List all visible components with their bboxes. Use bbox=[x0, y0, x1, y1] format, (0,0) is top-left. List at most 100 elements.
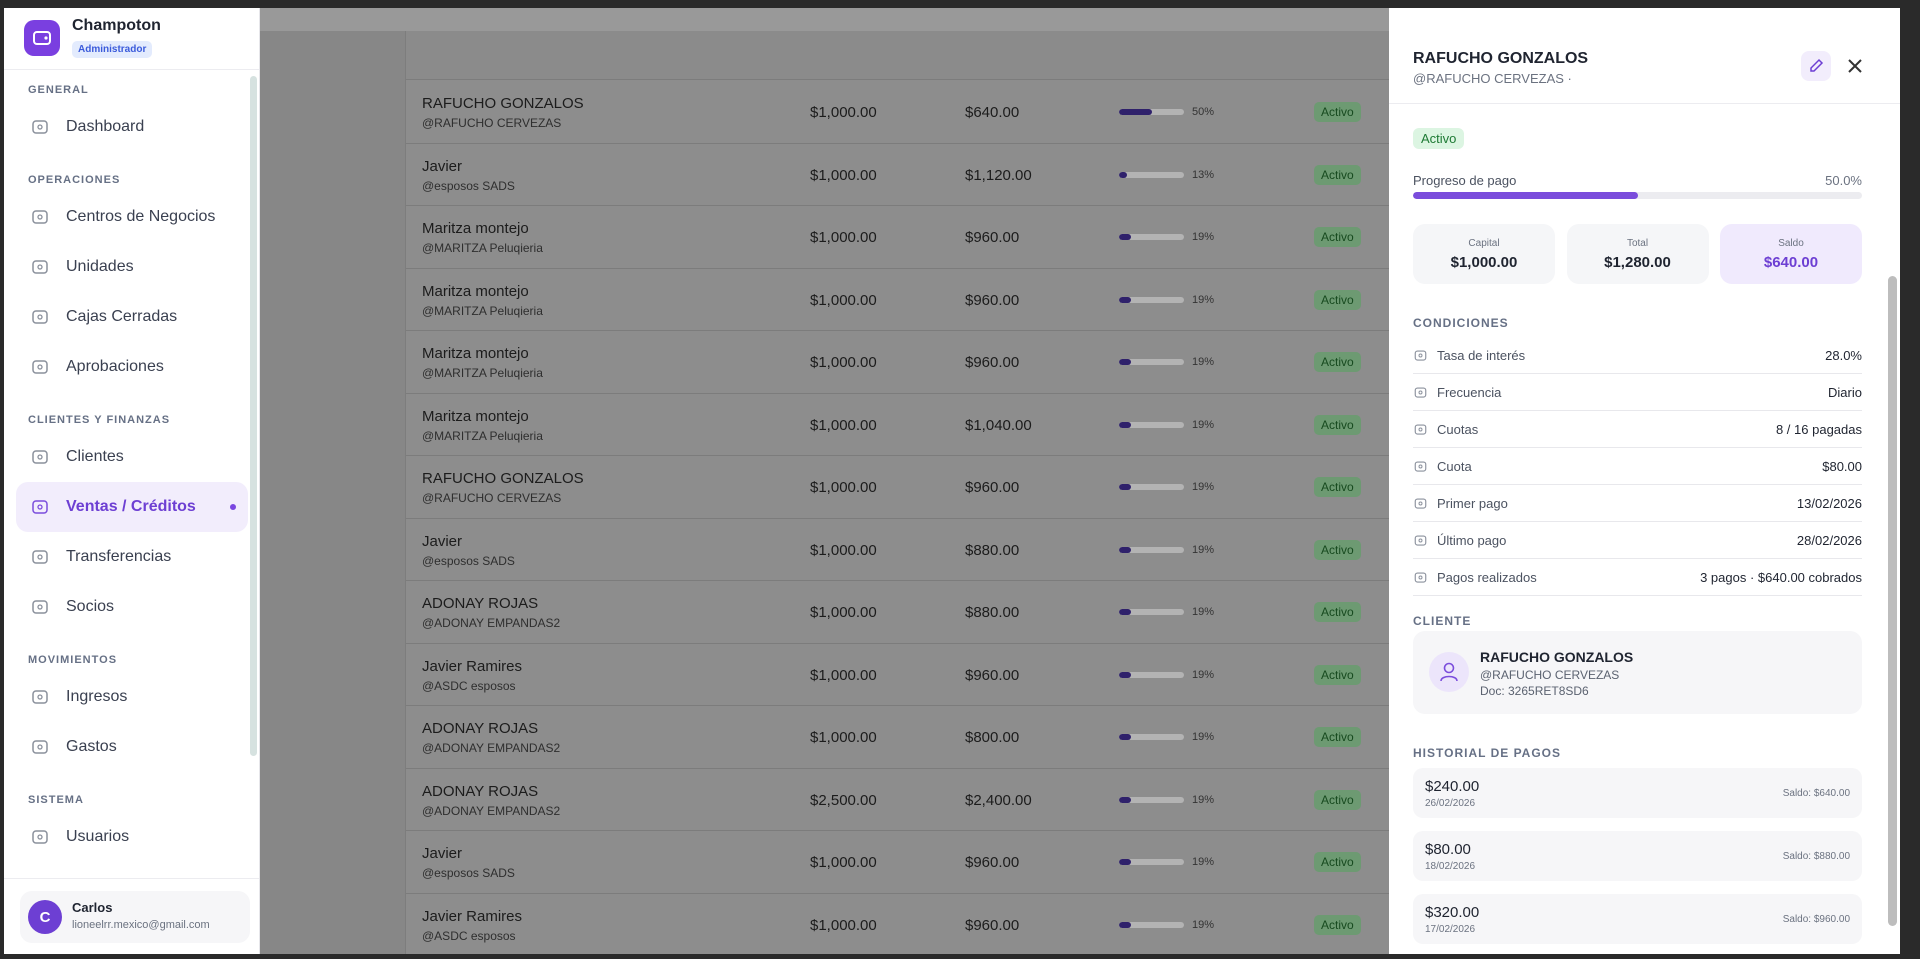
progress-label: 19% bbox=[1192, 418, 1215, 431]
stat-label: Total bbox=[1626, 238, 1649, 249]
progress-track bbox=[1119, 234, 1184, 240]
payment-card[interactable]: $80.00 18/02/2026 Saldo: $880.00 bbox=[1413, 831, 1862, 881]
client-name: Maritza montejo bbox=[422, 220, 529, 237]
hidden-row bbox=[406, 31, 1389, 80]
progress-label: 19% bbox=[1192, 543, 1215, 556]
drawer-subtitle: @RAFUCHO CERVEZAS · bbox=[1413, 71, 1572, 86]
progress-fill bbox=[1119, 296, 1132, 303]
section-title: CONDICIONES bbox=[1413, 316, 1509, 330]
total: $1,040.00 bbox=[965, 416, 1032, 434]
progress-label: 19% bbox=[1192, 731, 1215, 743]
nav-item[interactable]: Clientes bbox=[16, 432, 248, 482]
status-badge: Activo bbox=[1314, 164, 1361, 185]
drawer-header: RAFUCHO GONZALOS @RAFUCHO CERVEZAS · bbox=[1389, 8, 1900, 104]
nav-item[interactable]: Ingresos bbox=[16, 672, 248, 722]
client-handle: @MARITZA Peluqieria bbox=[422, 366, 543, 380]
nav-section: GENERAL bbox=[4, 62, 259, 102]
section-title: HISTORIAL DE PAGOS bbox=[1413, 746, 1562, 760]
condition-label: Tasa de interés bbox=[1437, 348, 1526, 363]
sidebar: GENERAL Dashboard OPERACIONES Centros de Ne… bbox=[4, 8, 260, 954]
table-row: Javier @esposos SADS $1,000.00 $880.00 19% Ac… bbox=[406, 519, 1389, 581]
edit-button[interactable] bbox=[1801, 51, 1831, 81]
nav-item-label: Unidades bbox=[66, 258, 134, 275]
progress-fill bbox=[1119, 796, 1132, 803]
client-handle: @RAFUCHO CERVEZAS bbox=[422, 491, 562, 505]
icon bbox=[1413, 533, 1428, 548]
capital: $1,000.00 bbox=[810, 291, 877, 309]
nav-item[interactable]: Cajas Cerradas bbox=[16, 292, 248, 342]
nav-item[interactable]: Socios bbox=[16, 582, 248, 632]
detail-drawer: RAFUCHO GONZALOS @RAFUCHO CERVEZAS · Act… bbox=[1389, 8, 1900, 954]
condition-label: Cuota bbox=[1437, 459, 1472, 474]
client-handle: @esposos SADS bbox=[422, 553, 515, 568]
status-badge: Activo bbox=[1314, 914, 1361, 935]
nav-section-label: SISTEMA bbox=[28, 794, 84, 806]
capital: $1,000.00 bbox=[810, 916, 877, 934]
icon bbox=[30, 687, 50, 707]
progress-label: 19% bbox=[1192, 918, 1215, 931]
nav-item[interactable]: Unidades bbox=[16, 242, 248, 292]
close-button[interactable] bbox=[1844, 55, 1866, 77]
nav-section: SISTEMA bbox=[4, 772, 259, 812]
condition-value: $80.00 bbox=[1822, 459, 1862, 474]
client-doc: Doc: 3265RET8SD6 bbox=[1480, 684, 1589, 698]
main-overlay: RAFUCHO GONZALOS @RAFUCHO CERVEZAS $1,000.… bbox=[260, 8, 1389, 954]
condition-value: 28/02/2026 bbox=[1796, 533, 1862, 548]
progress-label: 50% bbox=[1192, 106, 1215, 118]
status-badge: Activo bbox=[1314, 102, 1361, 122]
table-row: Maritza montejo @MARITZA Peluqieria $1,000… bbox=[406, 269, 1389, 331]
client-name: Javier bbox=[422, 845, 463, 862]
client-handle: @esposos SADS bbox=[422, 178, 515, 193]
user-card[interactable]: C Carlos lioneelrr.mexico@gmail.com bbox=[20, 891, 250, 943]
nav-item[interactable]: Gastos bbox=[16, 722, 248, 772]
payment-balance: Saldo: $880.00 bbox=[1782, 851, 1850, 862]
condition-label: Cuotas bbox=[1437, 422, 1479, 437]
condition-row: Último pago 28/02/2026 bbox=[1413, 522, 1862, 559]
icon bbox=[1413, 422, 1428, 437]
capital: $1,000.00 bbox=[810, 479, 877, 496]
user-name: Carlos bbox=[72, 900, 113, 915]
capital: $1,000.00 bbox=[810, 854, 877, 871]
progress-label: 19% bbox=[1192, 293, 1215, 306]
progress-track bbox=[1119, 609, 1184, 615]
table-row: ADONAY ROJAS @ADONAY EMPANDAS2 $1,000.00 $8… bbox=[406, 581, 1389, 644]
icon-shape bbox=[1414, 498, 1427, 509]
status-badge: Activo bbox=[1314, 602, 1361, 622]
avatar: C bbox=[28, 900, 62, 934]
nav-item-label: Cajas Cerradas bbox=[66, 308, 178, 325]
total: $960.00 bbox=[965, 916, 1020, 934]
client-name: Javier Ramires bbox=[422, 907, 523, 925]
nav-item[interactable]: Aprobaciones bbox=[16, 342, 248, 392]
top-bar bbox=[260, 8, 1389, 31]
client-name: Javier Ramires bbox=[422, 657, 523, 675]
nav-item[interactable]: Dashboard bbox=[16, 102, 248, 152]
payment-card[interactable]: $240.00 26/02/2026 Saldo: $640.00 bbox=[1413, 768, 1862, 818]
nav-item[interactable]: Usuarios bbox=[16, 812, 248, 862]
stat-value: $1,280.00 bbox=[1604, 254, 1671, 271]
payment-card[interactable]: $320.00 17/02/2026 Saldo: $960.00 bbox=[1413, 894, 1862, 944]
edit-icon bbox=[1810, 58, 1824, 72]
progress-fill bbox=[1119, 921, 1132, 928]
nav-item[interactable]: Ventas / Créditos bbox=[16, 482, 248, 532]
client-card[interactable]: RAFUCHO GONZALOS @RAFUCHO CERVEZAS Doc: … bbox=[1413, 631, 1862, 714]
progress-fill bbox=[1119, 671, 1132, 678]
icon-shape bbox=[32, 210, 48, 224]
brand: Champoton Administrador bbox=[4, 8, 259, 70]
progress-fill bbox=[1413, 192, 1638, 199]
icon bbox=[1413, 348, 1428, 363]
payment-date: 26/02/2026 bbox=[1425, 798, 1476, 809]
table-row: RAFUCHO GONZALOS @RAFUCHO CERVEZAS $1,000.… bbox=[406, 456, 1389, 519]
progress-track bbox=[1119, 796, 1184, 803]
total: $640.00 bbox=[965, 104, 1020, 121]
scrollbar bbox=[250, 76, 257, 756]
total: $960.00 bbox=[965, 229, 1020, 246]
nav-item[interactable]: Centros de Negocios bbox=[16, 192, 248, 242]
icon-shape bbox=[32, 550, 48, 564]
stat-card: Total $1,280.00 bbox=[1566, 224, 1709, 284]
nav-item[interactable]: Transferencias bbox=[16, 532, 248, 582]
progress-fill bbox=[1119, 234, 1132, 240]
progress-label: Progreso de pago bbox=[1413, 173, 1517, 188]
nav: GENERAL Dashboard OPERACIONES Centros de Ne… bbox=[4, 62, 259, 862]
total: $880.00 bbox=[965, 541, 1020, 559]
icon-shape bbox=[1414, 387, 1427, 398]
